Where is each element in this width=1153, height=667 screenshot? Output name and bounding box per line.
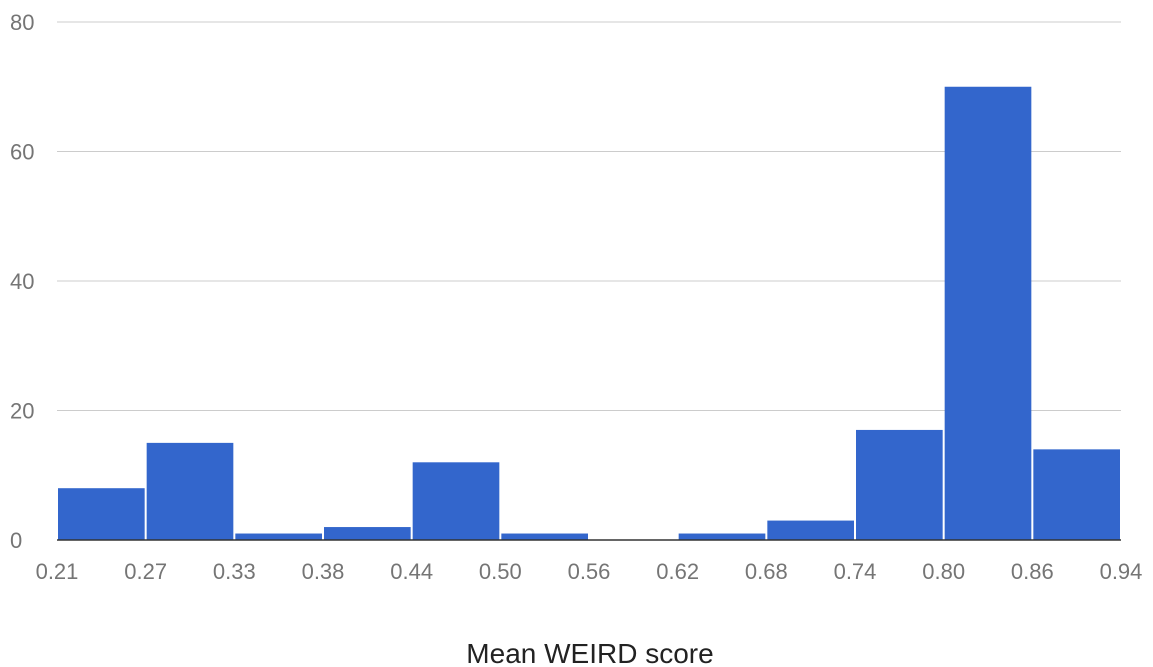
histogram-bar [146, 442, 234, 540]
histogram-bar [944, 86, 1032, 540]
x-tick-label: 0.27 [124, 559, 167, 584]
x-tick-label: 0.56 [568, 559, 611, 584]
histogram-bar [412, 462, 500, 540]
histogram-bar [767, 520, 854, 540]
x-tick-label: 0.80 [922, 559, 965, 584]
gridlines [57, 21, 1121, 411]
y-axis-ticks: 0 20 40 60 80 [10, 10, 34, 553]
histogram-bar [678, 533, 766, 540]
x-axis-ticks: 0.21 0.27 0.33 0.38 0.44 0.50 0.56 0.62 0.68 0.74… [36, 559, 1143, 584]
histogram-bar [324, 527, 411, 540]
histogram-bar [856, 429, 943, 540]
bars [58, 86, 1120, 540]
x-axis-title: Mean WEIRD score [466, 638, 713, 667]
histogram-bar [501, 533, 588, 540]
y-tick-label: 80 [10, 10, 34, 35]
x-tick-label: 0.33 [213, 559, 256, 584]
y-tick-label: 60 [10, 140, 34, 165]
x-tick-label: 0.44 [390, 559, 433, 584]
histogram-bar [58, 488, 145, 540]
histogram-bar [1033, 449, 1120, 540]
x-tick-label: 0.50 [479, 559, 522, 584]
y-tick-label: 20 [10, 399, 34, 424]
histogram-bar [235, 533, 322, 540]
x-tick-label: 0.38 [302, 559, 345, 584]
x-tick-label: 0.94 [1100, 559, 1143, 584]
x-tick-label: 0.74 [834, 559, 877, 584]
y-tick-label: 0 [10, 528, 22, 553]
y-tick-label: 40 [10, 269, 34, 294]
x-tick-label: 0.68 [745, 559, 788, 584]
x-tick-label: 0.21 [36, 559, 79, 584]
x-tick-label: 0.86 [1011, 559, 1054, 584]
x-tick-label: 0.62 [656, 559, 699, 584]
